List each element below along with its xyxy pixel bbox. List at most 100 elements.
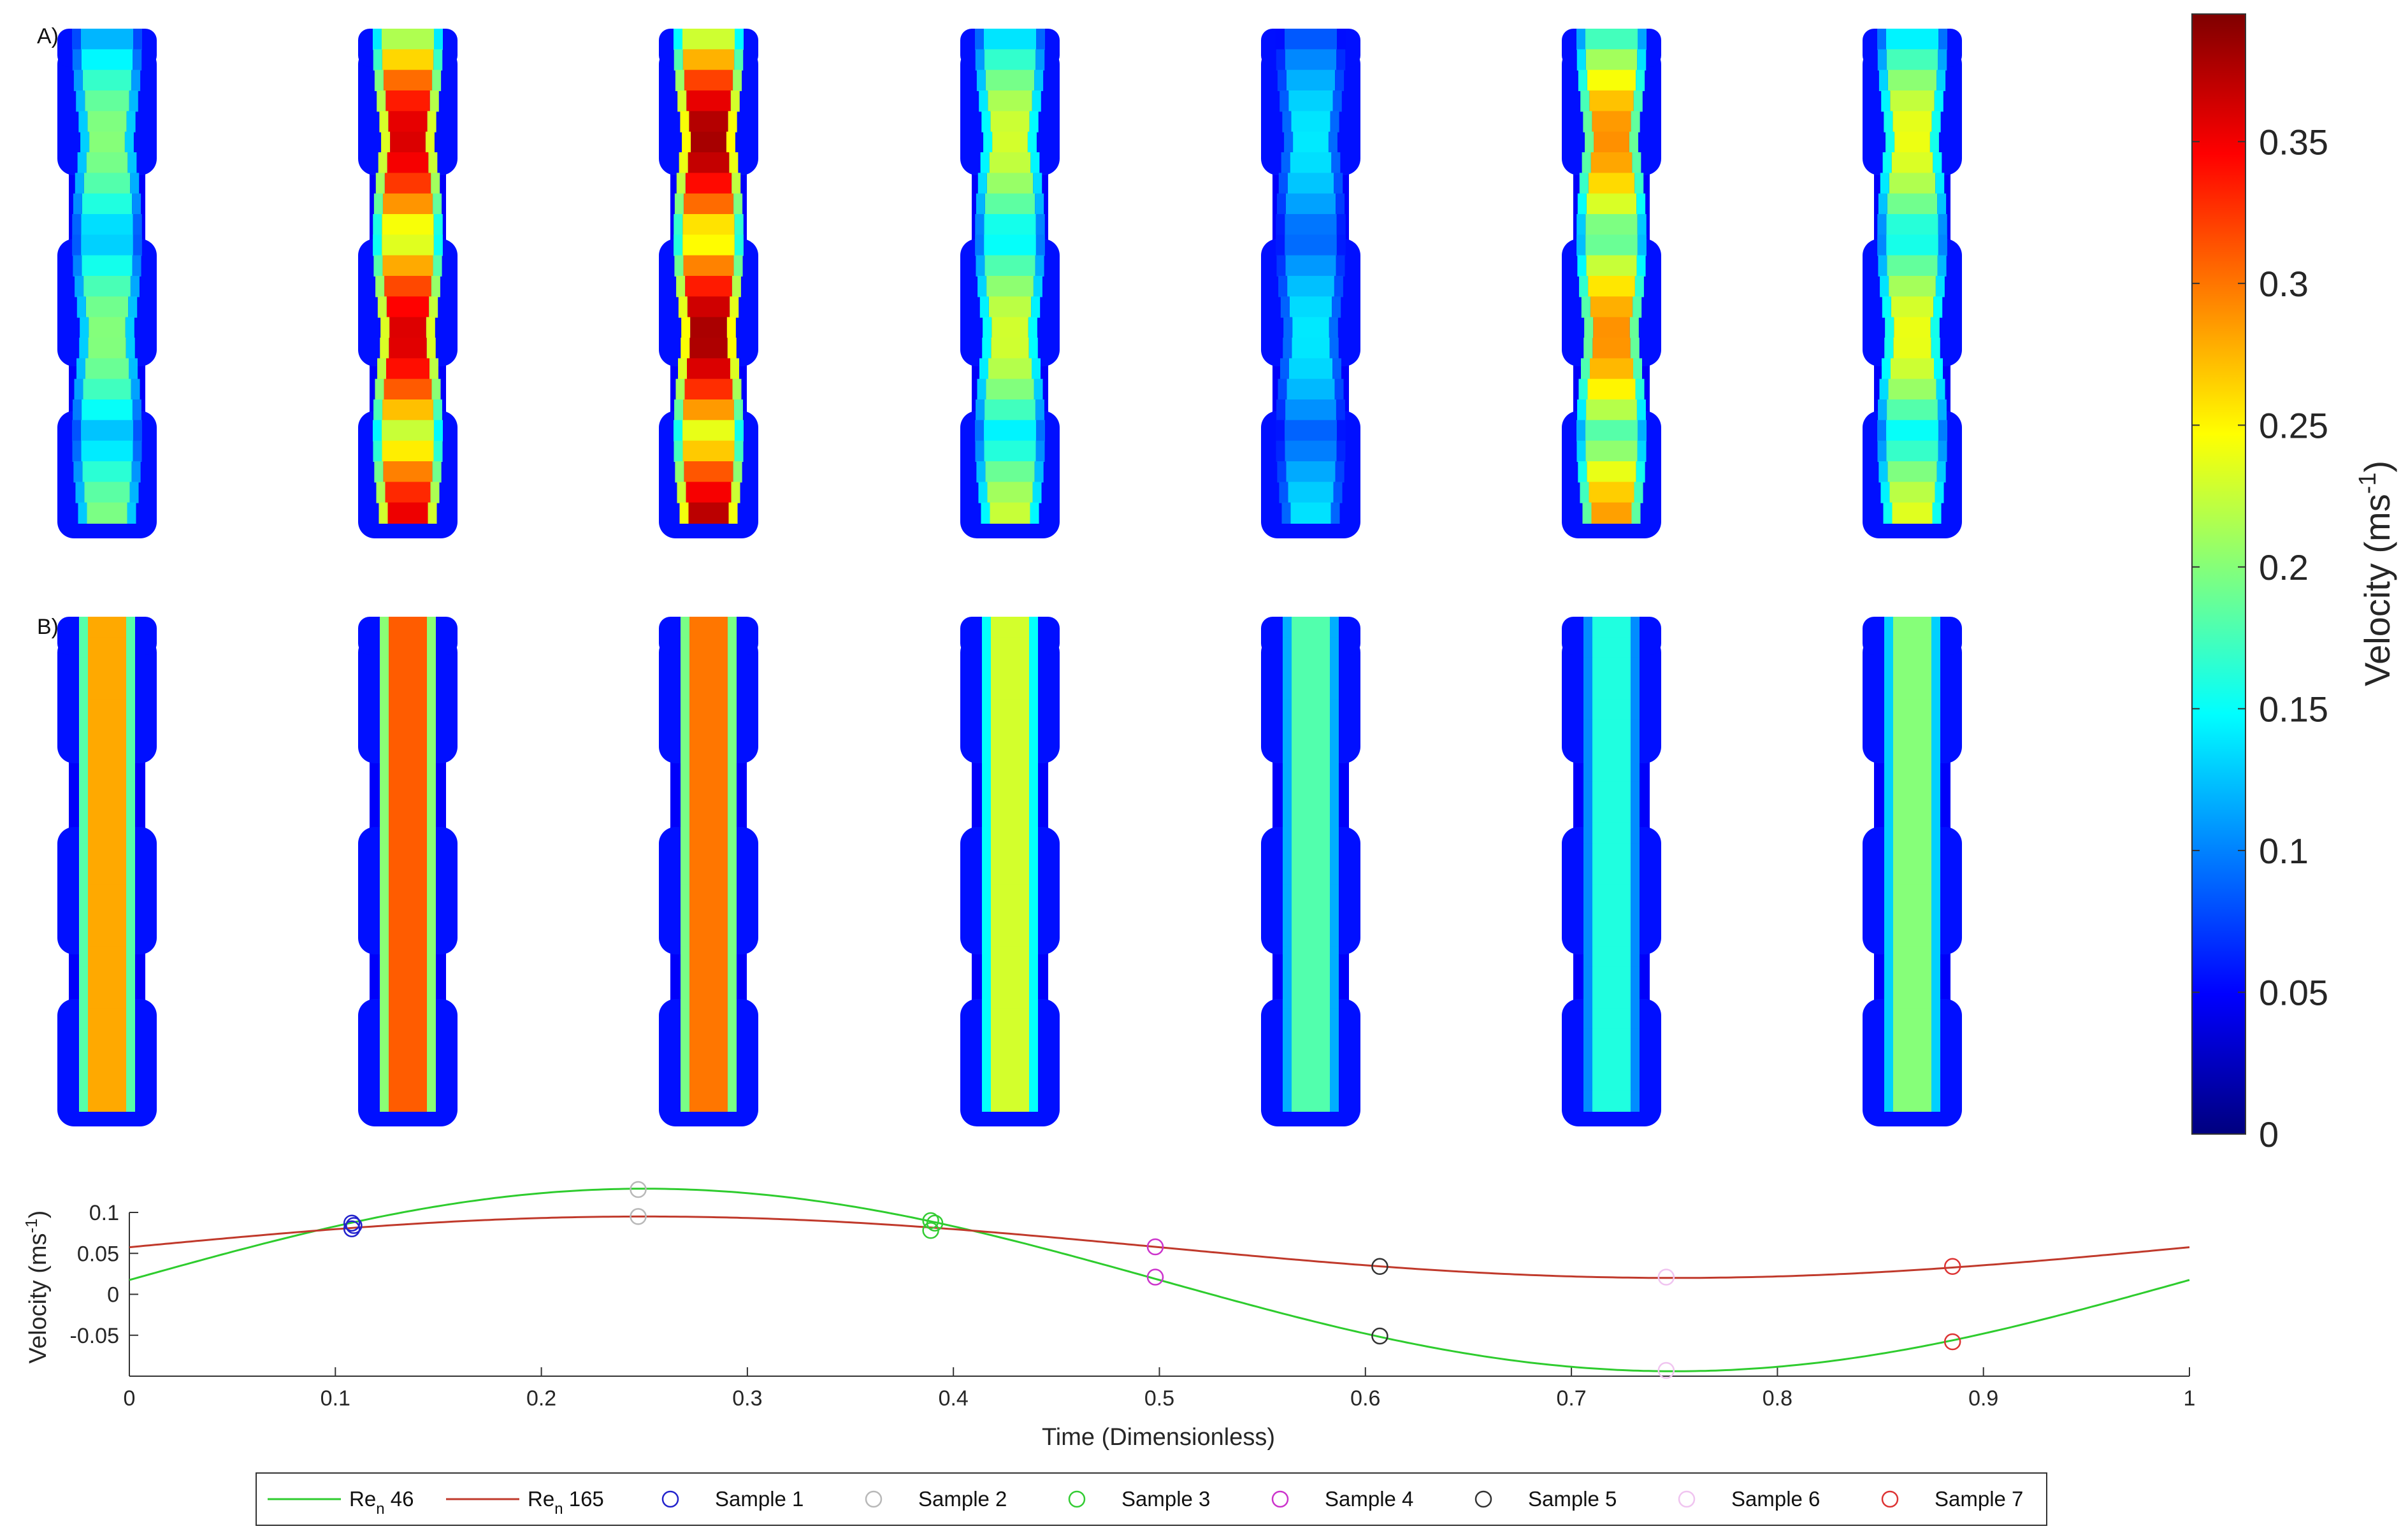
channel-core-segment (88, 1049, 126, 1071)
channel-core-edge (730, 90, 740, 112)
channel-core-segment (1893, 1028, 1931, 1050)
channel-core-edge (427, 843, 436, 865)
channel-core-segment (689, 781, 728, 803)
channel-core-edge (1931, 781, 1940, 803)
channel-core-edge (1331, 152, 1341, 174)
channel-core-edge (982, 761, 991, 782)
channel-core-edge (1935, 276, 1945, 298)
channel-core-edge (982, 699, 991, 721)
channel-core-segment (986, 173, 1034, 194)
channel-core-edge (1029, 884, 1038, 906)
channel-a-4 (960, 29, 1060, 538)
channel-core-segment (82, 193, 133, 215)
channel-core-edge (126, 967, 135, 988)
channel-core-edge (1276, 399, 1286, 421)
channel-core-edge (681, 843, 689, 865)
channel-core-segment (88, 823, 126, 844)
channel-core-segment (1893, 1090, 1931, 1112)
legend-sample-swatch (1474, 1490, 1492, 1508)
channel-core-edge (72, 49, 82, 71)
channel-core-segment (1893, 905, 1931, 926)
channel-core-edge (732, 173, 741, 194)
channel-core-segment (85, 90, 129, 112)
channel-core-edge (73, 461, 83, 483)
channel-core-edge (728, 761, 737, 782)
channel-core-edge (1884, 761, 1893, 782)
channel-core-edge (427, 658, 436, 679)
channel-core-edge (1033, 173, 1042, 194)
channel-core-edge (681, 967, 689, 988)
channel-core-edge (133, 234, 142, 256)
channel-core-edge (126, 946, 135, 968)
channel-core-edge (1632, 152, 1641, 174)
channel-core-segment (1592, 1008, 1631, 1030)
channel-core-edge (425, 131, 435, 153)
channel-core-edge (430, 482, 440, 503)
channel-core-segment (1893, 719, 1931, 741)
channel-core-edge (79, 617, 88, 638)
channel-core-edge (1884, 1008, 1893, 1030)
channel-core-segment (687, 358, 730, 380)
channel-core-segment (1292, 946, 1330, 968)
channel-core-edge (1283, 1008, 1292, 1030)
channel-core-edge (679, 152, 688, 174)
channel-core-edge (1932, 502, 1942, 524)
channel-core-edge (1631, 761, 1640, 782)
channel-core-edge (1884, 679, 1893, 700)
channel-core-edge (431, 378, 441, 400)
channel-core-edge (379, 502, 388, 524)
channel-core-edge (728, 111, 737, 133)
channel-core-edge (434, 29, 443, 50)
legend: Ren 46 Ren 165 Sample 1 Sample 2 Sample 3 Sam… (256, 1472, 2047, 1526)
channel-core-edge (1336, 234, 1346, 256)
channel-core-edge (1583, 617, 1592, 638)
channel-core-edge (1931, 740, 1940, 762)
channel-core-segment (991, 946, 1029, 968)
channel-core-edge (380, 679, 389, 700)
channel-core-edge (1637, 49, 1647, 71)
channel-core-segment (689, 637, 728, 659)
channel-core-edge (427, 781, 436, 803)
channel-core-segment (684, 378, 733, 400)
channel-core-edge (728, 1028, 737, 1050)
panel-b-channels (57, 617, 1962, 1126)
channel-core-edge (1884, 905, 1893, 926)
channel-core-segment (85, 358, 129, 380)
channel-core-segment (87, 502, 127, 524)
channel-core-segment (389, 1070, 427, 1091)
y-tick-label: 0.1 (89, 1201, 119, 1225)
x-tick-label: 0.5 (1144, 1386, 1174, 1411)
channel-core-edge (1884, 864, 1893, 886)
channel-core-segment (1887, 461, 1937, 483)
channel-core-edge (1583, 1070, 1592, 1091)
channel-core-edge (79, 884, 88, 906)
channel-core-edge (682, 131, 691, 153)
channel-core-edge (982, 843, 991, 865)
channel-core-segment (689, 926, 728, 947)
channel-core-segment (1893, 802, 1931, 824)
channel-core-edge (977, 276, 987, 298)
channel-core-edge (681, 823, 689, 844)
channel-core-edge (1884, 1090, 1893, 1112)
x-tick-label: 0.6 (1350, 1386, 1380, 1411)
channel-core-edge (1638, 29, 1647, 50)
channel-core-edge (677, 482, 686, 503)
channel-core-edge (1884, 843, 1893, 865)
channel-core-edge (729, 152, 739, 174)
channel-b-6 (1562, 617, 1661, 1126)
channel-core-edge (373, 420, 382, 442)
channel-core-edge (1031, 296, 1041, 318)
channel-core-segment (88, 781, 126, 803)
channel-core-edge (1633, 90, 1643, 112)
channel-core-edge (75, 276, 84, 298)
channel-core-edge (380, 637, 389, 659)
channel-core-edge (380, 884, 389, 906)
x-tick-label: 0.8 (1763, 1386, 1792, 1411)
channel-core-edge (674, 29, 682, 50)
channel-core-edge (1630, 338, 1640, 359)
channel-core-segment (984, 49, 1036, 71)
channel-core-edge (1581, 296, 1590, 318)
channel-core-edge (1330, 658, 1339, 679)
channel-core-edge (1330, 617, 1339, 638)
channel-core-edge (677, 90, 687, 112)
